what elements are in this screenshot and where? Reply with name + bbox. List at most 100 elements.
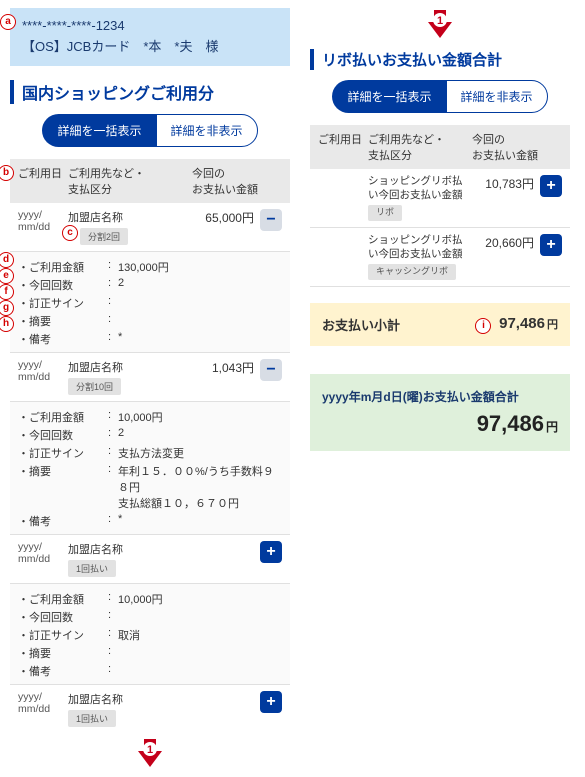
show-all-details-button[interactable]: 詳細を一括表示 [332,80,445,113]
annotation-a: a [0,14,16,30]
left-table-header: b ご利用日 ご利用先など・ 支払区分 今回の お支払い金額 [10,159,290,203]
total-heading: yyyy年m月d日(曜)お支払い金額合計 [322,388,558,405]
detail-key-remarks: ・備考 [18,663,108,679]
detail-val [118,609,282,625]
detail-key-usage: ・ご利用金額 [18,409,108,425]
detail-key-usage: ・ご利用金額 [18,591,108,607]
detail-val [118,645,282,661]
detail-val: 130,000円 [118,259,282,275]
detail-key-correction: ・訂正サイン [18,295,108,311]
merchant-name: 加盟店名称 [68,544,123,556]
header-merchant: ご利用先など・ 支払区分 [368,131,472,163]
revo-merchant: ショッピングリボ払い今回お支払い金額 リボ [368,175,464,221]
merchant-name: 加盟店名称 [68,694,123,706]
transaction-row: yyyy/ mm/dd 加盟店名称 分割10回 1,043円 − [10,353,290,402]
annotation-b: b [0,165,14,181]
transaction-row: yyyy/ mm/dd 加盟店名称 c 分割2回 65,000円 − [10,203,290,252]
yen-unit: 円 [546,420,558,434]
expand-toggle[interactable]: + [260,691,282,713]
annotation-d: d [0,252,14,268]
detail-val: 10,000円 [118,409,282,425]
transaction-date: yyyy/ mm/dd [18,359,68,383]
yen-unit: 円 [547,319,558,331]
expand-toggle[interactable]: + [540,175,562,197]
total-value: 97,486 [477,411,544,436]
payment-type-chip: リボ [368,205,402,221]
annotation-h: h [0,316,14,332]
detail-key-remarks: ・備考 [18,331,108,347]
header-date: ご利用日 [18,165,68,197]
revo-row: ショッピングリボ払い今回お支払い金額 キャッシングリボ 20,660円 + [310,228,570,287]
revo-amount: 10,783円 [464,175,534,192]
transaction-detail: ・ご利用金額:10,000円 ・今回回数: ・訂正サイン:取消 ・摘要: ・備考… [10,584,290,685]
detail-key-correction: ・訂正サイン [18,627,108,643]
collapse-toggle[interactable]: − [260,209,282,231]
transaction-detail: ・ご利用金額:10,000円 ・今回回数:2 ・訂正サイン:支払方法変更 ・摘要… [10,402,290,535]
hide-all-details-button[interactable]: 詳細を非表示 [156,114,258,147]
transaction-merchant: 加盟店名称 分割10回 [68,359,184,395]
detail-val: 10,000円 [118,591,282,607]
left-section-title: 国内ショッピングご利用分 [10,80,290,104]
detail-val [118,663,282,679]
collapse-toggle[interactable]: − [260,359,282,381]
right-table-header: ご利用日 ご利用先など・ 支払区分 今回の お支払い金額 [310,125,570,169]
detail-val [118,295,282,311]
subtotal-value: 97,486 [499,315,545,332]
revo-amount: 20,660円 [464,234,534,251]
detail-val: 年利１５．００%/うち手数料９８円 支払総額１０，６７０円 [118,463,282,511]
detail-key-correction: ・訂正サイン [18,445,108,461]
show-all-details-button[interactable]: 詳細を一括表示 [42,114,155,147]
transaction-merchant: 加盟店名称 1回払い [68,541,184,577]
transaction-merchant: 加盟店名称 c 分割2回 [68,209,184,245]
detail-key-summary: ・摘要 [18,313,108,329]
total-box: yyyy年m月d日(曜)お支払い金額合計 97,486円 [310,374,570,451]
transaction-merchant: 加盟店名称 1回払い [68,691,184,727]
annotation-g: g [0,300,14,316]
payment-type-chip: 分割10回 [68,378,121,395]
revo-merchant: ショッピングリボ払い今回お支払い金額 キャッシングリボ [368,234,464,280]
header-date: ご利用日 [318,131,368,163]
detail-key-summary: ・摘要 [18,645,108,661]
detail-val: 支払方法変更 [118,445,282,461]
annotation-c: c [62,225,78,241]
transaction-date: yyyy/ mm/dd [18,209,68,233]
transaction-detail: d e f g h ・ご利用金額:130,000円 ・今回回数:2 ・訂正サイン… [10,252,290,353]
payment-type-chip: キャッシングリボ [368,264,456,280]
subtotal-box: お支払い小計 i 97,486円 [310,303,570,346]
revo-row: ショッピングリボ払い今回お支払い金額 リボ 10,783円 + [310,169,570,228]
payment-type-chip: 1回払い [68,560,116,577]
arrow-label: 1 [437,15,443,27]
expand-toggle[interactable]: + [540,234,562,256]
detail-val: 2 [118,277,282,293]
subtotal-label: お支払い小計 [322,315,400,334]
merchant-name: 加盟店名称 [68,212,123,224]
revo-text: ショッピングリボ払い今回お支払い金額 [368,234,463,260]
header-amount: 今回の お支払い金額 [472,131,562,163]
revo-text: ショッピングリボ払い今回お支払い金額 [368,175,463,201]
detail-val [118,313,282,329]
detail-key-times: ・今回回数 [18,277,108,293]
expand-toggle[interactable]: + [260,541,282,563]
scroll-down-arrow-icon: 1 [134,737,166,769]
header-merchant: ご利用先など・ 支払区分 [68,165,192,197]
detail-val: 取消 [118,627,282,643]
header-amount: 今回の お支払い金額 [192,165,282,197]
annotation-e: e [0,268,14,284]
transaction-row: yyyy/ mm/dd 加盟店名称 1回払い + [10,535,290,584]
transaction-amount: 1,043円 [184,359,254,376]
arrow-label: 1 [147,744,153,756]
payment-type-chip: 1回払い [68,710,116,727]
detail-key-times: ・今回回数 [18,609,108,625]
right-section-title: リボ払いお支払い金額合計 [310,49,570,70]
transaction-amount: 65,000円 [184,209,254,226]
card-info-box: a ****-****-****-1234 【OS】JCBカード *本 *夫 様 [10,8,290,66]
detail-val: * [118,331,282,347]
transaction-date: yyyy/ mm/dd [18,541,68,565]
scroll-down-arrow-icon: 1 [424,8,456,40]
transaction-date: yyyy/ mm/dd [18,691,68,715]
detail-key-times: ・今回回数 [18,427,108,443]
detail-key-summary: ・摘要 [18,463,108,511]
hide-all-details-button[interactable]: 詳細を非表示 [446,80,548,113]
merchant-name: 加盟店名称 [68,362,123,374]
annotation-i: i [475,318,491,334]
